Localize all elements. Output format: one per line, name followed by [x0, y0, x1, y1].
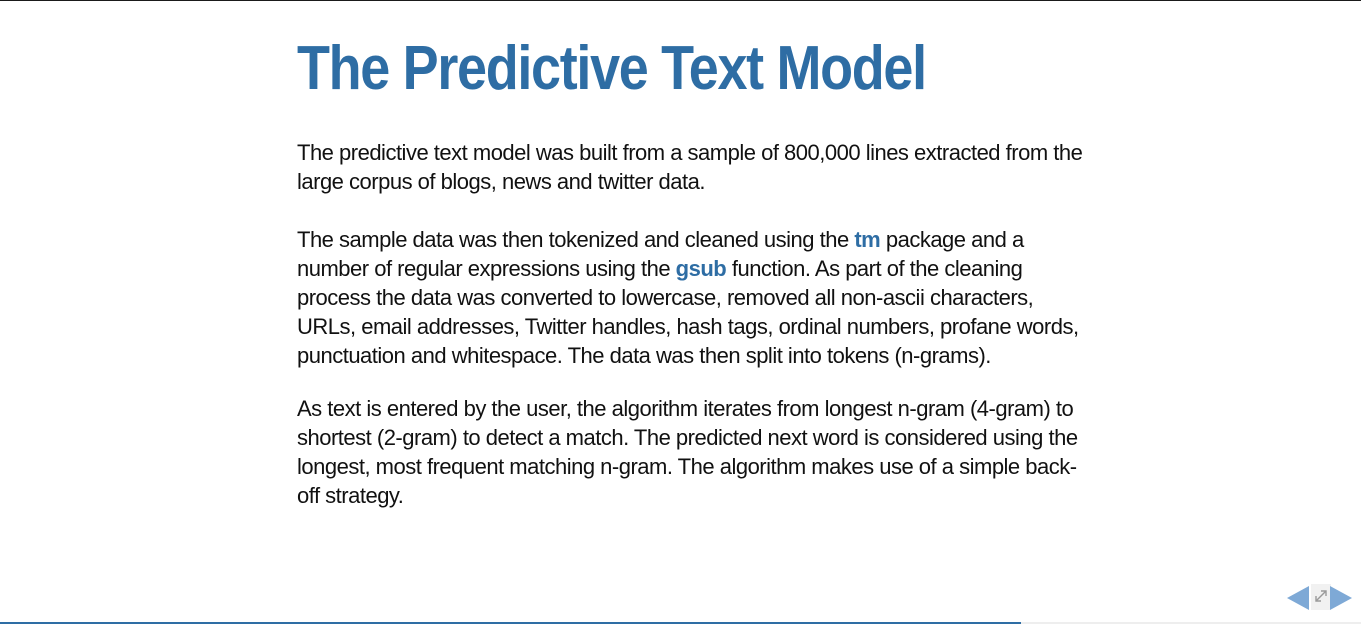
slide-progress-bar — [0, 622, 1361, 624]
slide-title: The Predictive Text Model — [297, 34, 927, 103]
paragraph-text-segment: The sample data was then tokenized and c… — [297, 227, 855, 252]
gsub-function-ref: gsub — [675, 256, 727, 281]
fullscreen-button[interactable] — [1311, 584, 1331, 610]
tm-package-ref: tm — [854, 227, 881, 252]
top-border-line — [0, 0, 1361, 1]
slide-content: The Predictive Text Model The predictive… — [297, 24, 1087, 510]
slide-body: The predictive text model was built from… — [297, 138, 1087, 510]
paragraph-text-segment: function. As part of the cleaning proces… — [297, 256, 1079, 368]
paragraph-text-segment: package and a number of regular expressi… — [297, 227, 1024, 281]
next-slide-button[interactable] — [1330, 586, 1352, 610]
paragraph-sample-description: The predictive text model was built from… — [297, 140, 1083, 194]
paragraph-cleaning-description: The sample data was then tokenized and c… — [297, 225, 1087, 370]
paragraph-algorithm-description: As text is entered by the user, the algo… — [297, 396, 1078, 508]
slide-progress-fill — [0, 622, 1021, 624]
expand-arrows-icon — [1315, 590, 1327, 602]
previous-slide-button[interactable] — [1287, 586, 1309, 610]
slide-navigation — [1287, 584, 1353, 612]
